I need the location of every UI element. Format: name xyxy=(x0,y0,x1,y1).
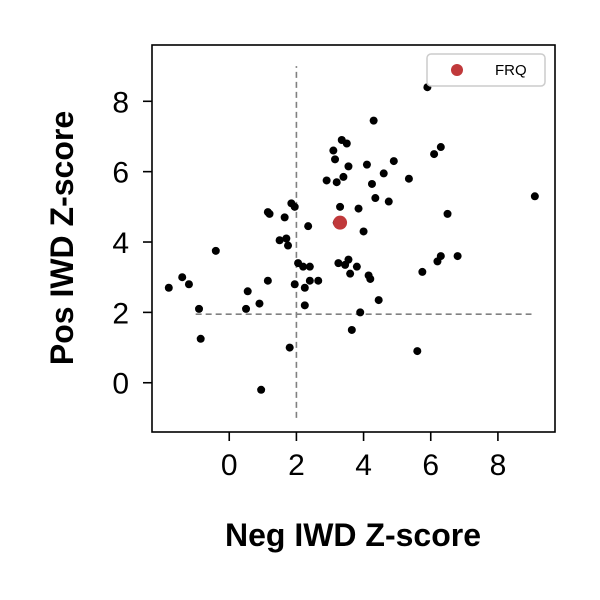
data-point xyxy=(443,209,452,218)
data-point xyxy=(178,273,187,282)
data-point xyxy=(300,301,309,310)
data-point xyxy=(530,192,539,201)
data-point xyxy=(290,280,299,289)
data-point xyxy=(342,139,351,148)
data-point xyxy=(346,269,355,278)
x-tick-label: 0 xyxy=(221,449,238,482)
data-point xyxy=(265,209,274,218)
data-point xyxy=(263,276,272,285)
data-points xyxy=(164,83,539,394)
x-tick-label: 4 xyxy=(355,449,372,482)
data-point xyxy=(300,283,309,292)
data-point xyxy=(436,143,445,152)
data-point xyxy=(331,155,340,164)
data-point xyxy=(305,276,314,285)
data-point xyxy=(299,262,308,271)
plot-area xyxy=(151,44,556,433)
data-point xyxy=(275,236,284,245)
data-point xyxy=(418,267,427,276)
data-point xyxy=(384,197,393,206)
data-point xyxy=(344,162,353,171)
data-point xyxy=(339,172,348,181)
axis-ticks: 0 2 4 6 8 0 2 4 6 8 xyxy=(112,86,506,482)
data-point xyxy=(329,146,338,155)
data-point xyxy=(211,246,220,255)
data-point xyxy=(453,252,462,261)
data-point xyxy=(243,287,252,296)
data-point xyxy=(336,202,345,211)
y-axis-title: Pos IWD Z-score xyxy=(44,111,80,365)
data-point xyxy=(344,255,353,264)
data-point xyxy=(255,299,264,308)
data-point xyxy=(413,347,422,356)
data-point xyxy=(436,252,445,261)
legend-box xyxy=(426,53,546,87)
data-point xyxy=(285,343,294,352)
reference-lines xyxy=(195,66,532,418)
data-point xyxy=(356,308,365,317)
data-point xyxy=(304,222,313,231)
data-point xyxy=(242,304,251,313)
data-point xyxy=(332,178,341,187)
data-point xyxy=(362,160,371,169)
data-point xyxy=(367,179,376,188)
legend-marker xyxy=(451,64,463,76)
y-tick-label: 0 xyxy=(112,368,129,401)
data-point xyxy=(354,204,363,213)
data-point xyxy=(374,296,383,305)
highlight-point xyxy=(333,215,348,230)
x-tick-label: 8 xyxy=(490,449,507,482)
x-tick-label: 6 xyxy=(422,449,439,482)
data-point xyxy=(379,169,388,178)
data-point xyxy=(430,150,439,159)
y-tick-label: 8 xyxy=(112,86,129,119)
data-point xyxy=(366,274,375,283)
y-tick-label: 2 xyxy=(112,297,129,330)
data-point xyxy=(334,259,343,268)
x-axis-title: Neg IWD Z-score xyxy=(225,517,481,553)
data-point xyxy=(404,174,413,183)
data-point xyxy=(164,283,173,292)
data-point xyxy=(284,241,293,250)
data-point xyxy=(322,176,331,185)
data-point xyxy=(280,213,289,222)
legend-label: FRQ xyxy=(495,62,527,79)
data-point xyxy=(257,385,266,394)
legend: FRQ xyxy=(426,53,546,87)
data-point xyxy=(389,157,398,166)
data-point xyxy=(314,276,323,285)
data-point xyxy=(369,116,378,125)
y-tick-label: 4 xyxy=(112,227,129,260)
data-point xyxy=(347,325,356,334)
data-point xyxy=(352,262,361,271)
data-point xyxy=(359,227,368,236)
data-point xyxy=(184,280,193,289)
data-point xyxy=(196,334,205,343)
y-tick-label: 6 xyxy=(112,157,129,190)
x-tick-label: 2 xyxy=(288,449,305,482)
data-point xyxy=(305,262,314,271)
data-point xyxy=(195,304,204,313)
data-point xyxy=(371,194,380,203)
data-point xyxy=(282,234,291,243)
data-point xyxy=(290,202,299,211)
plot-frame xyxy=(151,44,556,433)
